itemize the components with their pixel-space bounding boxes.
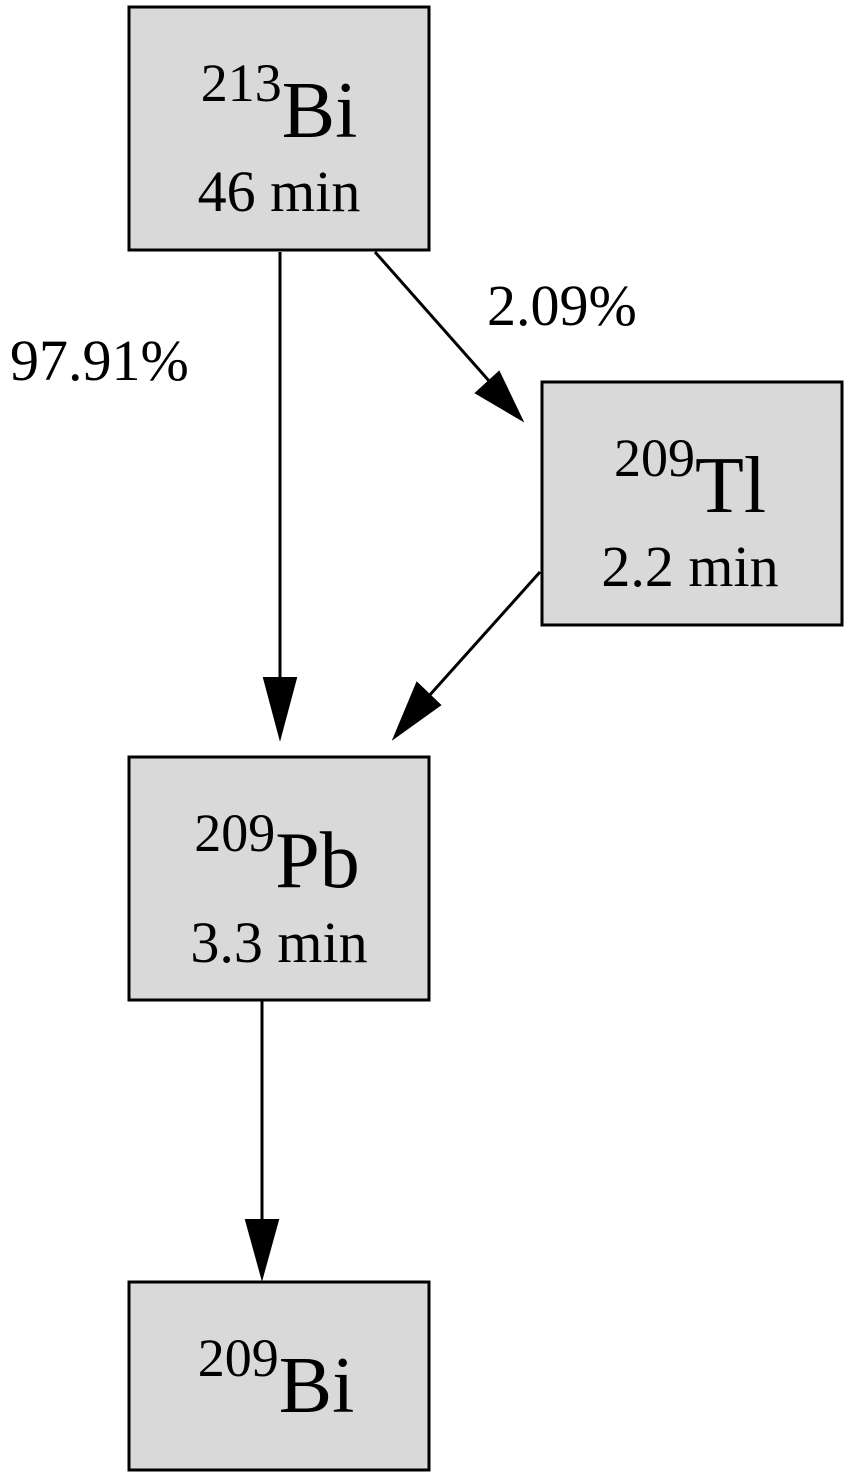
edge-bi213-to-tl209: 2.09% [373, 251, 637, 423]
element-symbol: Pb [275, 817, 360, 905]
node-box [127, 5, 431, 252]
edge-tl209-to-pb209 [391, 570, 542, 741]
arrowhead-icon [244, 1219, 280, 1282]
arrowhead-icon [262, 677, 298, 742]
mass-number: 209 [194, 803, 275, 863]
arrowhead-icon [391, 681, 442, 741]
branch-label-bi213-tl209: 2.09% [487, 273, 637, 338]
node-bi-209: 209Bi [127, 1280, 431, 1472]
edge-pb209-to-bi209 [244, 1000, 280, 1282]
edge-bi213-to-pb209: 97.91% [10, 252, 298, 742]
node-bi-213: 213Bi 46 min [127, 5, 431, 252]
element-symbol: Bi [282, 67, 358, 155]
mass-number: 209 [614, 428, 695, 488]
edge-line [373, 251, 492, 383]
half-life: 3.3 min [190, 910, 367, 975]
edge-line [426, 570, 542, 699]
node-tl-209: 209Tl 2.2 min [540, 380, 844, 627]
nuclide-label: 209Tl [614, 428, 766, 530]
node-box [127, 1280, 431, 1472]
half-life: 46 min [198, 159, 361, 224]
nuclide-label: 209Bi [198, 1328, 355, 1430]
half-life: 2.2 min [601, 534, 778, 599]
node-pb-209: 209Pb 3.3 min [127, 755, 431, 1002]
arrowhead-icon [474, 370, 525, 423]
element-symbol: Bi [279, 1342, 355, 1430]
node-box [540, 380, 844, 627]
nuclide-label: 209Pb [194, 803, 360, 905]
nuclide-label: 213Bi [201, 53, 358, 155]
mass-number: 209 [198, 1328, 279, 1388]
node-box [127, 755, 431, 1002]
mass-number: 213 [201, 53, 282, 113]
branch-label-bi213-pb209: 97.91% [10, 328, 189, 393]
element-symbol: Tl [695, 442, 766, 530]
